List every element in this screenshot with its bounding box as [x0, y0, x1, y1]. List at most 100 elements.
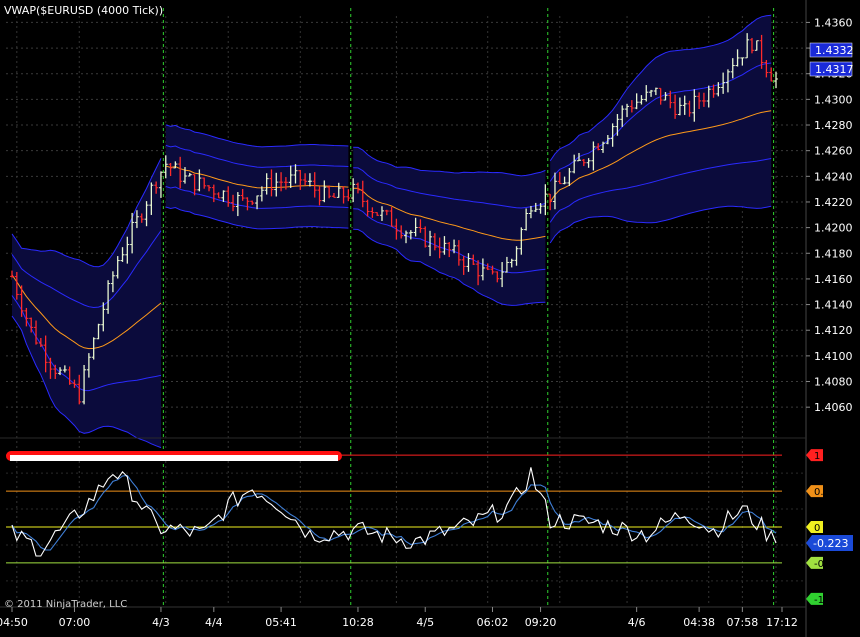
price-bar-111: [543, 184, 548, 216]
vwap-bands: [11, 14, 772, 449]
price-bar-157: [764, 59, 769, 78]
price-bar-122: [596, 143, 601, 151]
osc-value-label-text: -0.223: [813, 537, 848, 550]
price-bar-124: [605, 135, 610, 145]
price-bar-102: [500, 262, 505, 288]
price-bar-46: [231, 194, 236, 212]
price-bar-126: [615, 114, 620, 136]
osc-main-line: [11, 467, 777, 557]
price-bar-96: [471, 254, 476, 266]
price-label-current: 1.4317: [809, 61, 854, 77]
price-bar-130: [634, 93, 639, 110]
price-bar-138: [673, 94, 678, 119]
vwap-line-session-1: [165, 165, 349, 189]
price-bar-43: [216, 192, 221, 199]
price-bar-76: [375, 212, 380, 216]
price-bar-156: [759, 34, 764, 69]
band-fill-session-1: [165, 124, 349, 229]
price-bar-147: [716, 82, 721, 97]
band-upper-outer-session-2: [353, 146, 546, 177]
price-bar-17: [91, 337, 96, 360]
price-bar-81: [399, 225, 404, 239]
osc-level-label-1: 0.5: [814, 487, 830, 498]
price-bar-44: [221, 190, 226, 202]
band-lower-outer-session-0: [11, 315, 162, 449]
time-tick-label-5: 10:28: [342, 616, 374, 629]
price-bar-121: [591, 141, 596, 171]
price-bar-9: [53, 364, 58, 379]
price-bar-61: [303, 173, 308, 186]
band-upper-inner-session-2: [353, 167, 546, 209]
price-tick-label-0: 1.4360: [814, 16, 853, 29]
band-upper-outer-session-1: [165, 124, 349, 148]
price-bar-125: [610, 123, 615, 147]
price-bar-24: [125, 236, 130, 264]
price-bar-51: [255, 195, 260, 210]
price-bar-140: [682, 95, 687, 115]
time-tick-label-10: 04:38: [683, 616, 715, 629]
price-label-upper-text: 1.4332: [815, 44, 854, 57]
price-bar-118: [576, 152, 581, 162]
price-label-upper: 1.4332: [809, 42, 854, 58]
price-tick-label-6: 1.4240: [814, 170, 853, 183]
price-bar-103: [504, 256, 509, 273]
price-bar-63: [312, 172, 317, 198]
price-bar-33: [168, 162, 173, 177]
price-bar-31: [158, 171, 163, 198]
price-bar-101: [495, 271, 500, 283]
price-label-current-text: 1.4317: [815, 63, 854, 76]
price-bar-159: [774, 71, 778, 89]
price-bar-75: [370, 207, 375, 218]
time-tick-label-7: 06:02: [477, 616, 509, 629]
band-lower-outer-session-2: [353, 228, 546, 306]
osc-value-label: -0.223: [806, 535, 853, 551]
price-bar-5: [34, 320, 39, 345]
price-bar-68: [336, 182, 341, 198]
price-tick-label-9: 1.4180: [814, 247, 853, 260]
price-tick-label-15: 1.4060: [814, 401, 853, 414]
price-bar-30: [154, 181, 159, 194]
price-bar-53: [264, 173, 269, 195]
price-bar-105: [514, 246, 519, 266]
price-bar-6: [38, 337, 43, 347]
price-bar-77: [379, 206, 384, 221]
price-bar-64: [317, 186, 322, 206]
price-bar-155: [754, 40, 759, 51]
price-bar-59: [293, 164, 298, 184]
price-bar-117: [572, 154, 577, 174]
price-tick-label-10: 1.4160: [814, 273, 853, 286]
price-tick-label-7: 1.4220: [814, 196, 853, 209]
price-bar-153: [745, 33, 750, 59]
price-bar-82: [404, 230, 409, 244]
osc-level-label-4: -1: [814, 595, 824, 606]
price-bar-123: [601, 141, 606, 153]
time-tick-label-1: 07:00: [59, 616, 91, 629]
price-bar-18: [96, 323, 101, 340]
price-bar-151: [735, 49, 740, 67]
price-bar-108: [528, 205, 533, 219]
vwap-line-session-0: [11, 274, 162, 350]
band-lower-inner-session-0: [11, 295, 162, 392]
band-lower-inner-session-3: [549, 158, 772, 223]
price-bar-132: [644, 85, 649, 102]
price-bar-98: [480, 258, 485, 281]
price-bar-146: [711, 84, 716, 98]
price-bar-158: [769, 67, 774, 82]
price-bar-89: [437, 237, 442, 259]
price-bar-83: [408, 230, 413, 240]
oscillator-lines: [11, 467, 777, 557]
price-bar-95: [466, 253, 471, 272]
price-bar-50: [250, 200, 255, 205]
price-bar-42: [211, 184, 216, 203]
price-bar-32: [163, 155, 168, 179]
price-bar-22: [115, 256, 120, 279]
price-bar-66: [327, 185, 332, 199]
price-tick-label-8: 1.4200: [814, 222, 853, 235]
oscillator-grid: [6, 472, 806, 582]
price-bar-127: [620, 105, 625, 127]
price-bar-88: [432, 233, 437, 251]
band-upper-inner-session-1: [165, 144, 349, 168]
price-bar-29: [149, 182, 154, 215]
price-tick-label-5: 1.4260: [814, 145, 853, 158]
